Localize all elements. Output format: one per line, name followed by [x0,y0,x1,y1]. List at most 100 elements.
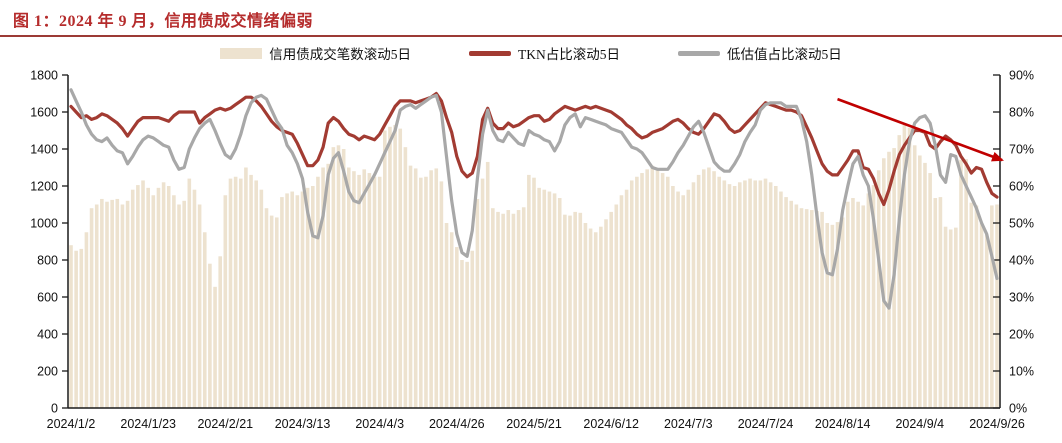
volume-bar [161,182,166,408]
volume-bar [347,167,351,408]
left-axis-tick-label: 600 [37,291,58,305]
right-axis-tick-label: 70% [1009,143,1034,157]
volume-bar [208,263,212,408]
left-axis-tick-label: 1600 [30,106,58,120]
title-rule [0,35,1062,37]
left-axis-tick-label: 400 [37,328,58,342]
volume-bar [182,200,186,408]
volume-bar [969,202,974,408]
x-axis-tick-label: 2024/7/3 [664,417,713,431]
volume-bar [758,180,763,408]
volume-bar [74,250,78,408]
volume-bar [820,211,824,408]
volume-bar [336,145,341,409]
volume-bar [583,223,588,408]
volume-bar [393,124,397,408]
volume-bar [624,189,629,408]
volume-bar [79,248,84,408]
legend-item-tkn: TKN占比滚动5日 [469,43,620,63]
right-axis-tick-label: 0% [1009,402,1027,416]
volume-bar [588,228,593,408]
volume-bar [933,198,938,408]
volume-bar [912,145,917,409]
volume-bar [856,201,860,408]
volume-bar [130,189,135,408]
volume-bar [665,176,670,408]
volume-bar [218,256,222,408]
volume-bar [732,186,737,408]
volume-bar [310,186,315,408]
volume-bar [285,193,289,408]
volume-bar [424,176,428,408]
volume-bar [357,174,361,408]
volume-bar [254,180,258,408]
volume-bar [794,204,799,408]
volume-bar [846,201,850,408]
volume-bar [717,176,721,408]
legend-label-volume: 信用债成交笔数滚动5日 [269,47,411,62]
volume-bar [974,205,979,408]
right-axis-tick-label: 40% [1009,254,1034,268]
volume-bar [964,159,968,408]
volume-bar [614,204,619,408]
volume-bar [954,227,958,409]
volume-bar [861,205,866,408]
volume-bar [377,176,382,408]
volume-bar [784,197,788,408]
volume-bar [341,149,346,408]
x-axis-tick-label: 2024/8/14 [815,417,871,431]
volume-bar [321,167,325,408]
volume-bar [552,193,557,408]
volume-bar [851,198,855,408]
x-axis-tick-label: 2024/7/24 [738,417,794,431]
volume-bar [290,191,295,408]
volume-bar [722,180,727,408]
volume-bar [259,189,264,408]
volume-bar [187,178,192,408]
volume-bar [835,222,840,408]
volume-bar [110,199,114,409]
x-axis-tick-label: 2024/4/3 [355,417,404,431]
x-axis-tick-label: 2024/5/21 [506,417,562,431]
volume-bar [89,208,94,408]
volume-bar [768,182,773,408]
volume-bar [691,182,696,408]
volume-bar [876,170,881,408]
volume-bar [995,204,999,408]
volume-bar [840,217,845,408]
volume-bar [897,135,902,409]
volume-bar [568,215,572,408]
right-axis-tick-label: 80% [1009,106,1034,120]
legend-label-undervalue: 低估值占比滚动5日 [727,47,842,62]
volume-bar [593,232,598,408]
volume-bar [763,178,768,408]
x-axis-tick-label: 2024/9/4 [895,417,944,431]
volume-bar [300,191,305,408]
volume-bar [470,250,475,408]
volume-bar [506,210,511,408]
right-axis-tick-label: 60% [1009,180,1034,194]
volume-bar [609,211,613,408]
undervalue-ratio-line [69,88,999,310]
right-axis-tick-label: 30% [1009,291,1034,305]
volume-bar [372,176,377,408]
volume-bar [737,182,742,408]
volume-bar [547,191,552,408]
volume-bar [223,195,228,408]
volume-bar [120,204,125,408]
volume-bar [979,223,984,408]
volume-bar [151,195,156,408]
volume-bar [748,178,752,408]
volume-bar [136,185,140,408]
x-axis-tick-label: 2024/9/26 [969,417,1025,431]
right-axis-tick-label: 10% [1009,365,1034,379]
volume-bar [943,226,948,408]
volume-bar [100,198,104,408]
volume-bar [640,173,644,408]
volume-bar [918,155,922,408]
volume-bar [388,126,392,409]
volume-bar [660,173,665,408]
volume-bar [707,167,711,408]
volume-bar [295,195,300,408]
